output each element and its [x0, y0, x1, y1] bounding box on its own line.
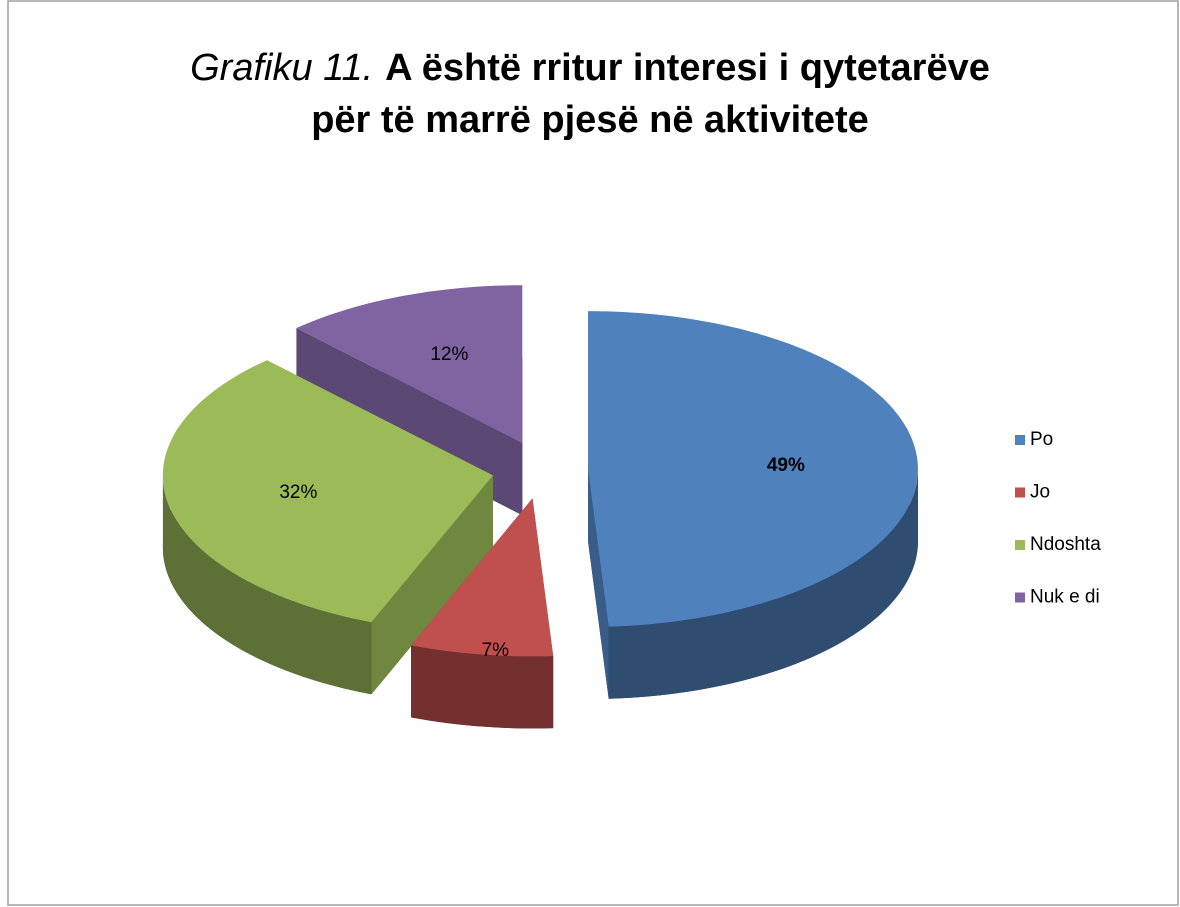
slice	[296, 285, 523, 444]
pie: 49% 7% 32% 12%	[162, 285, 918, 729]
slice	[588, 311, 918, 627]
slice	[162, 360, 493, 623]
legend-swatch	[1015, 592, 1025, 603]
legend-label: Nuk e di	[1030, 587, 1100, 608]
slice	[411, 498, 554, 729]
slice	[162, 360, 493, 695]
slice-side	[588, 469, 609, 699]
slice	[588, 311, 918, 699]
legend-label: Jo	[1030, 482, 1050, 503]
legend-swatch	[1015, 487, 1025, 498]
slice-wall	[608, 469, 918, 699]
slice-wall	[162, 475, 372, 695]
title-line: A është rritur interesi i qytetarëve	[385, 47, 990, 89]
chart-title: Grafiku 11. A është rritur interesi i qyt…	[190, 47, 990, 89]
data-label: 7%	[482, 640, 510, 661]
data-label: 49%	[767, 455, 805, 476]
legend: Po Jo Ndoshta Nuk e di	[1015, 429, 1101, 608]
data-label: 32%	[279, 482, 317, 503]
data-label: 12%	[430, 344, 468, 365]
title-prefix: Grafiku 11.	[190, 47, 373, 89]
legend-swatch	[1015, 435, 1025, 445]
legend-label: Po	[1030, 429, 1053, 450]
chart-title: për të marrë pjesë në aktivitete	[311, 99, 869, 141]
legend-swatch	[1015, 540, 1025, 550]
slice	[411, 498, 554, 657]
legend-label: Ndoshta	[1030, 534, 1101, 555]
slice-wall	[411, 645, 554, 729]
